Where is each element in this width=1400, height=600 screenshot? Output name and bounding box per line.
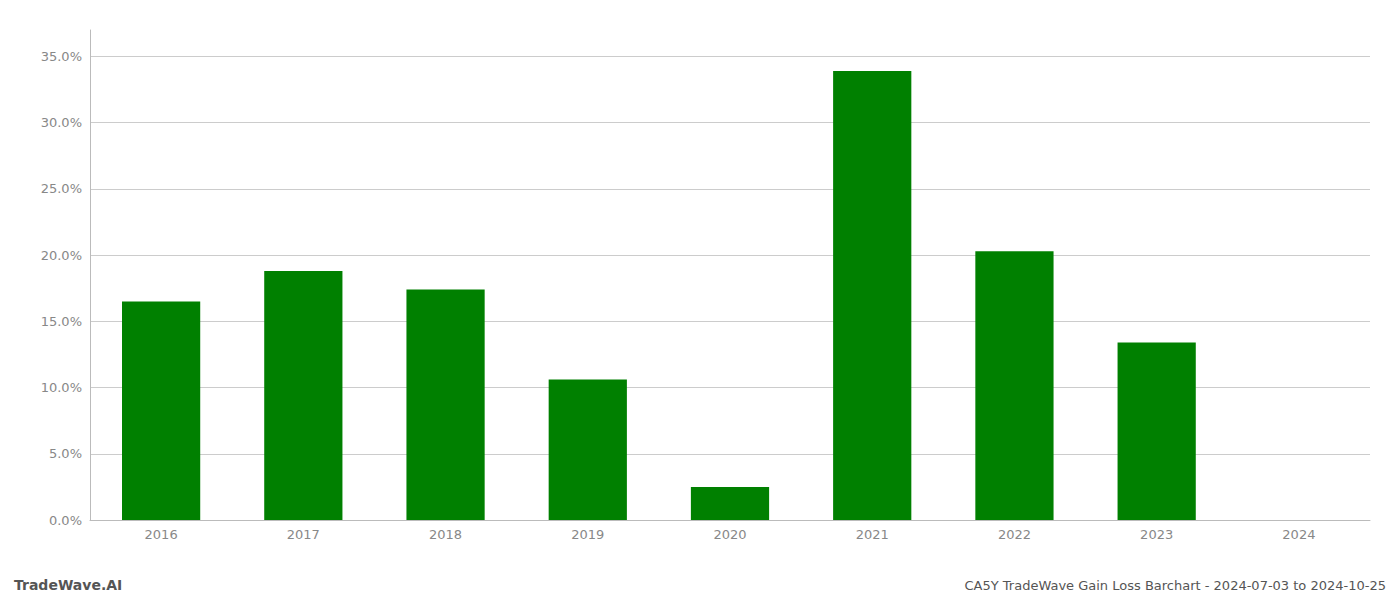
svg-text:TradeWave.AI: TradeWave.AI bbox=[14, 577, 122, 593]
svg-text:2016: 2016 bbox=[145, 527, 178, 542]
svg-text:2023: 2023 bbox=[1140, 527, 1173, 542]
svg-text:30.0%: 30.0% bbox=[41, 115, 82, 130]
svg-text:2022: 2022 bbox=[998, 527, 1031, 542]
svg-text:2021: 2021 bbox=[856, 527, 889, 542]
svg-text:2020: 2020 bbox=[713, 527, 746, 542]
svg-text:2019: 2019 bbox=[571, 527, 604, 542]
svg-text:2018: 2018 bbox=[429, 527, 462, 542]
svg-text:0.0%: 0.0% bbox=[49, 513, 82, 528]
svg-text:35.0%: 35.0% bbox=[41, 49, 82, 64]
svg-text:25.0%: 25.0% bbox=[41, 181, 82, 196]
svg-text:2017: 2017 bbox=[287, 527, 320, 542]
svg-text:10.0%: 10.0% bbox=[41, 380, 82, 395]
svg-text:CA5Y TradeWave Gain Loss Barch: CA5Y TradeWave Gain Loss Barchart - 2024… bbox=[965, 578, 1387, 593]
svg-text:5.0%: 5.0% bbox=[49, 446, 82, 461]
svg-text:15.0%: 15.0% bbox=[41, 314, 82, 329]
svg-text:2024: 2024 bbox=[1282, 527, 1315, 542]
svg-text:20.0%: 20.0% bbox=[41, 248, 82, 263]
